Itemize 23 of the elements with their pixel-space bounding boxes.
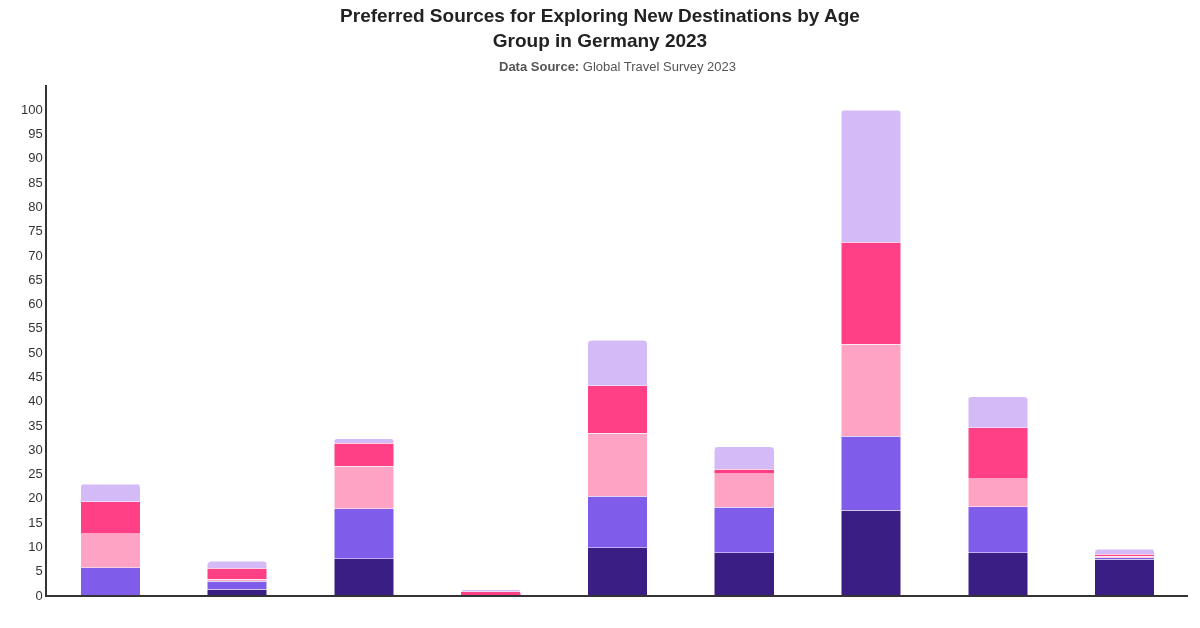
y-tick-label: 65 <box>28 271 43 287</box>
y-tick-label: 20 <box>28 490 43 506</box>
y-tick-label: 35 <box>28 417 43 433</box>
chart-subtitle: Data Source: Global Travel Survey 2023 <box>499 59 737 74</box>
y-tick-label: 85 <box>28 174 43 190</box>
y-tick-label: 75 <box>28 223 43 239</box>
y-tick-label: 25 <box>28 466 43 482</box>
y-tick-label: 60 <box>28 296 43 312</box>
y-tick-label: 0 <box>35 587 43 603</box>
y-tick-label: 90 <box>28 150 43 166</box>
y-tick-label: 50 <box>28 344 43 360</box>
y-tick-label: 100 <box>20 101 43 117</box>
y-tick-label: 30 <box>28 441 43 457</box>
y-tick-label: 5 <box>35 563 43 579</box>
y-tick-label: 10 <box>28 538 43 554</box>
chart-title: Preferred Sources for Exploring New Destinations by Age Group in Germany 2023 <box>340 4 860 51</box>
y-tick-label: 95 <box>28 126 43 142</box>
y-tick-label: 15 <box>28 514 43 530</box>
y-tick-label: 70 <box>28 247 43 263</box>
y-tick-label: 55 <box>28 320 43 336</box>
y-tick-label: 80 <box>28 198 43 214</box>
y-tick-label: 45 <box>28 368 43 384</box>
y-tick-label: 40 <box>28 393 43 409</box>
